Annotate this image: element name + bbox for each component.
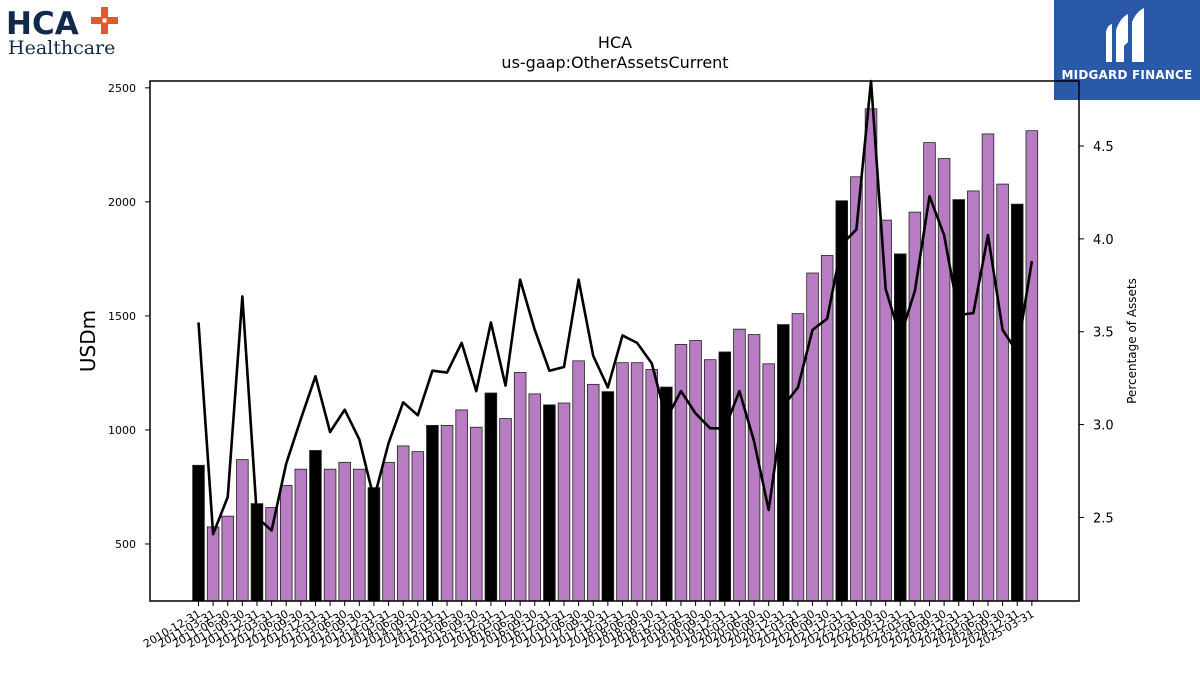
hca-cross-icon: [91, 7, 118, 34]
chart-subtitle: us-gaap:OtherAssetsCurrent: [501, 53, 728, 72]
chart-title: HCA: [598, 33, 632, 52]
bar: [777, 324, 790, 602]
line-series: [197, 79, 1034, 536]
bar: [923, 142, 936, 602]
bar: [353, 468, 366, 602]
y2-tick-label: 3.5: [1093, 326, 1114, 341]
bar: [791, 313, 805, 602]
y2-tick-label: 4.0: [1093, 233, 1114, 248]
bar: [221, 515, 234, 602]
bar: [645, 369, 658, 602]
bar: [499, 418, 512, 602]
y2-axis-label: Percentage of Assets: [1125, 278, 1139, 404]
bar: [543, 404, 556, 602]
bar: [470, 426, 483, 602]
y-tick-label: 2000: [108, 196, 136, 209]
bar: [981, 133, 995, 602]
bar: [528, 393, 542, 602]
bar: [894, 253, 907, 602]
bar: [967, 190, 980, 602]
bar: [323, 468, 337, 602]
bar: [426, 424, 439, 602]
bar: [718, 351, 732, 602]
bar: [806, 272, 819, 602]
percentage-line: [197, 79, 1034, 536]
hca-healthcare-logo: HCA Healthcare: [6, 6, 118, 59]
bar: [1010, 203, 1024, 602]
bar: [455, 409, 468, 602]
plot-frame: [149, 80, 1080, 602]
bar: [294, 468, 308, 602]
y2-tick-label: 2.5: [1093, 511, 1114, 526]
right-axis-ticks: 2.5 3.0 3.5 4.0 4.5: [1079, 140, 1114, 526]
bar: [557, 402, 571, 602]
bar: [206, 526, 220, 602]
bar: [850, 176, 863, 602]
left-axis-ticks: 500 1000 1500 2000 2500: [108, 82, 150, 551]
bar: [309, 450, 322, 602]
bar: [689, 340, 702, 602]
bar: [396, 445, 410, 602]
bar: [630, 362, 644, 602]
bar: [733, 328, 746, 602]
bar: [703, 359, 717, 602]
bar-series: [192, 108, 1039, 602]
bar: [382, 461, 395, 602]
bar: [674, 344, 688, 602]
bar: [616, 362, 629, 602]
bar: [996, 183, 1009, 602]
bar: [1025, 130, 1039, 602]
midgard-logo-text: MIDGARD FINANCE: [1061, 68, 1193, 82]
y-tick-label: 500: [115, 538, 136, 551]
bar: [952, 199, 965, 602]
bar: [864, 108, 878, 602]
y-tick-label: 1000: [108, 424, 136, 437]
bar: [192, 464, 205, 602]
y-tick-label: 1500: [108, 310, 136, 323]
hca-logo-text: HCA: [6, 6, 79, 42]
bar: [601, 391, 615, 602]
y-tick-label: 2500: [108, 82, 136, 95]
bar: [265, 507, 278, 602]
midgard-m-icon: [1106, 8, 1144, 62]
bar: [747, 334, 761, 602]
bar: [572, 360, 585, 602]
y2-tick-label: 3.0: [1093, 419, 1114, 434]
bar: [440, 424, 454, 602]
bar: [411, 451, 425, 602]
bar: [820, 255, 834, 602]
bar: [484, 392, 498, 602]
bar: [236, 459, 249, 602]
y2-tick-label: 4.5: [1093, 140, 1114, 155]
x-axis-ticks: 2010-12-312011-03-312011-06-302011-09-30…: [141, 601, 1036, 651]
bar: [367, 487, 381, 602]
y-axis-label: USDm: [76, 310, 100, 372]
bar: [586, 383, 600, 602]
healthcare-logo-text: Healthcare: [8, 37, 115, 59]
bar: [338, 461, 351, 602]
bar: [513, 372, 527, 602]
bar: [279, 484, 293, 602]
